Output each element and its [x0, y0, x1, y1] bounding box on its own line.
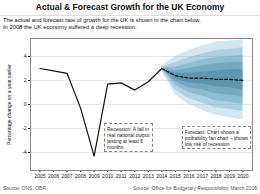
- svg-text:2008: 2008: [75, 173, 86, 179]
- svg-text:2007: 2007: [61, 173, 72, 179]
- svg-text:2020: 2020: [237, 173, 248, 179]
- svg-text:2016: 2016: [183, 173, 194, 179]
- html-text:Recession: A fall in real nati: Recession: A fall in real national outpu…: [107, 125, 150, 150]
- svg-text:2011: 2011: [116, 173, 127, 179]
- html-text:Actual & Forecast Growth for t: Actual & Forecast Growth for the UK Econ…: [35, 2, 225, 12]
- svg-text:4: 4: [24, 53, 27, 59]
- svg-text:2: 2: [24, 77, 27, 83]
- svg-text:2012: 2012: [129, 173, 140, 179]
- svg-text:2019: 2019: [224, 173, 235, 179]
- svg-text:2018: 2018: [210, 173, 221, 179]
- svg-text:Percentage change on a year ea: Percentage change on a year earlier: [6, 64, 12, 145]
- svg-text:2017: 2017: [197, 173, 208, 179]
- html-text:Source: ONS, OBR: Source: ONS, OBR: [3, 185, 47, 191]
- html-text:Forecast: Chart shows a probab: Forecast: Chart shows a probability fan …: [184, 128, 248, 147]
- svg-text:-4: -4: [22, 149, 27, 155]
- svg-text:2005: 2005: [34, 173, 45, 179]
- svg-text:2009: 2009: [89, 173, 100, 179]
- svg-text:-2: -2: [22, 125, 27, 131]
- html-text:In 2008 the UK economy suffere: In 2008 the UK economy suffered a deep r…: [3, 24, 137, 30]
- svg-text:0: 0: [24, 101, 27, 107]
- svg-text:2006: 2006: [48, 173, 59, 179]
- svg-text:2013: 2013: [143, 173, 154, 179]
- html-text:Source: Office for Budgetary R: Source: Office for Budgetary Responsibil…: [133, 185, 257, 191]
- html-text:The actual and forecast rate o: The actual and forecast rate of growth f…: [3, 17, 201, 23]
- svg-text:2015: 2015: [170, 173, 181, 179]
- svg-text:2010: 2010: [102, 173, 113, 179]
- svg-text:2014: 2014: [156, 173, 167, 179]
